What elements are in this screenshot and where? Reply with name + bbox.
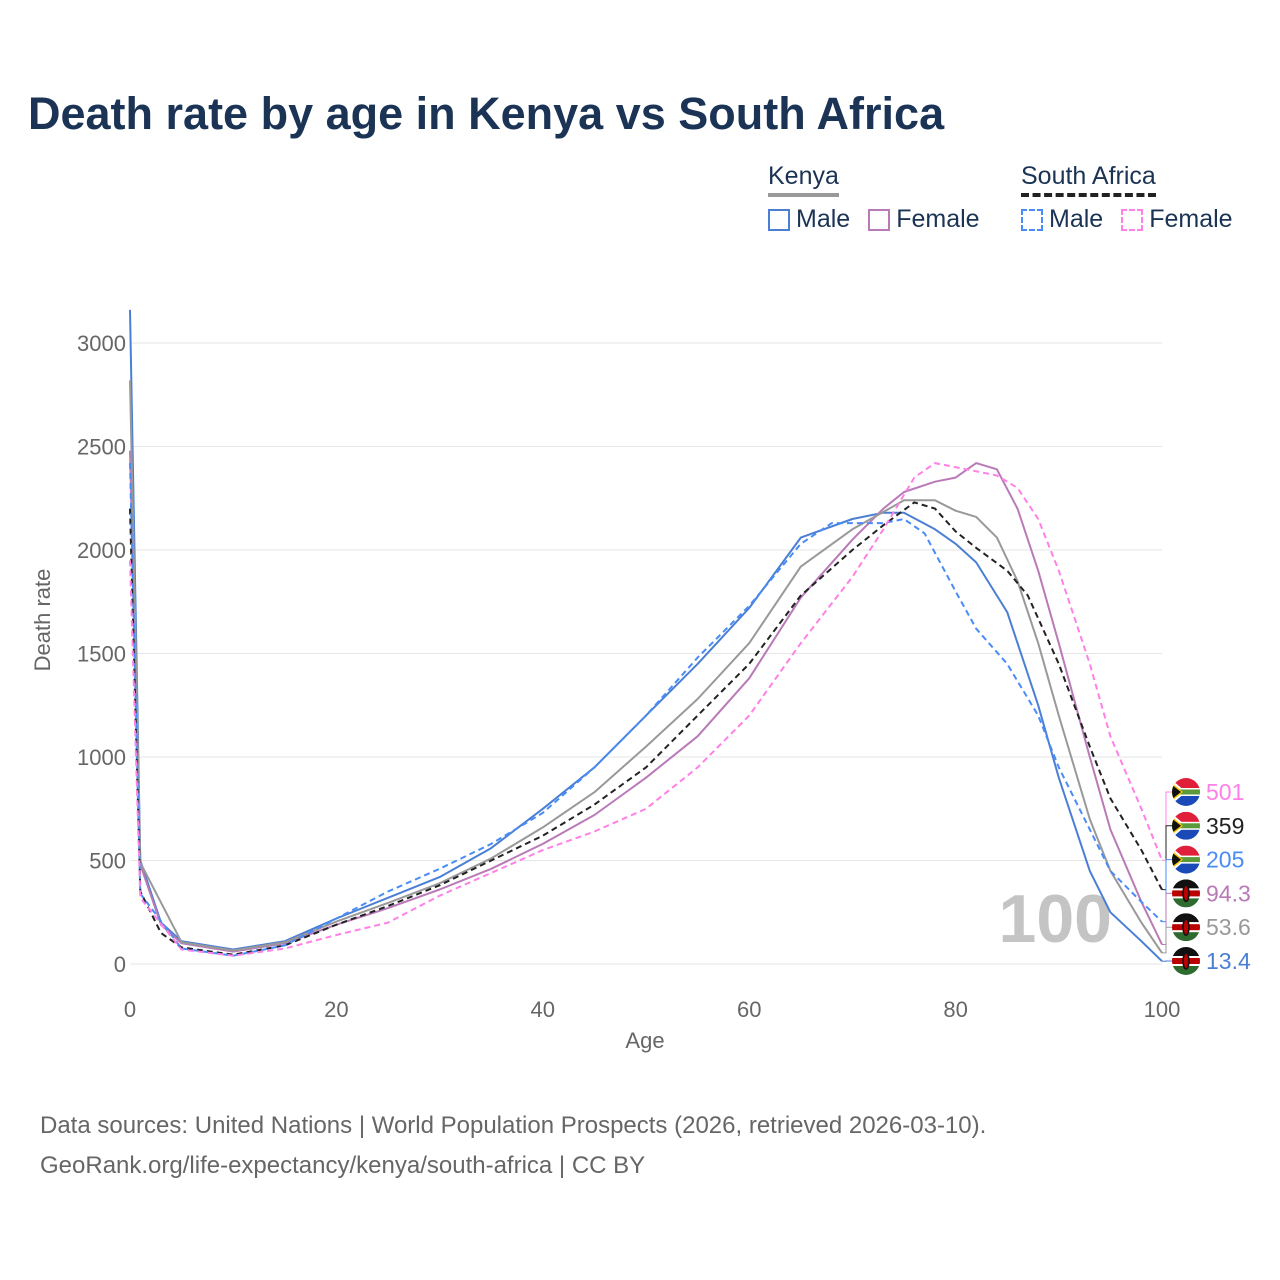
legend-label: Male (796, 205, 851, 233)
south-africa-flag-icon (1172, 778, 1200, 806)
y-tick-label: 500 (89, 849, 126, 874)
label-connector (1162, 825, 1172, 891)
series-line-kenya (129, 380, 1163, 954)
data-source-note: Data sources: United Nations | World Pop… (40, 1112, 987, 1139)
kenya-flag-icon (1172, 913, 1200, 942)
series-line-south-africa (129, 501, 1163, 956)
legend-kenya: Kenya Male Female (768, 162, 980, 234)
x-tick-label: 100 (1144, 997, 1181, 1022)
legend-item-sa-male[interactable]: Male (1021, 205, 1103, 234)
series-line-kenya-male (129, 309, 1163, 962)
label-connector (1162, 859, 1172, 923)
legend-south-africa: South Africa Male Female (1021, 162, 1233, 234)
y-tick-label: 1500 (77, 642, 126, 667)
end-value-label: 53.6 (1206, 914, 1251, 940)
x-tick-label: 20 (324, 997, 348, 1022)
label-connector (1162, 892, 1172, 945)
footer: Data sources: United Nations | World Pop… (40, 1106, 986, 1186)
y-tick-label: 2000 (77, 538, 126, 563)
legend-item-kenya-male[interactable]: Male (768, 205, 850, 234)
y-tick-label: 0 (114, 952, 126, 977)
legend-label: Female (896, 205, 980, 233)
y-tick-label: 1000 (77, 745, 126, 770)
kenya-flag-icon (1172, 879, 1200, 908)
x-tick-label: 60 (737, 997, 761, 1022)
legend-swatch (1121, 208, 1144, 231)
south-africa-flag-icon (1172, 811, 1200, 840)
y-tick-label: 2500 (77, 435, 126, 460)
series-line-kenya-female (129, 450, 1163, 953)
label-connector (1162, 926, 1172, 954)
legend-item-sa-female[interactable]: Female (1121, 205, 1233, 234)
x-tick-label: 80 (943, 997, 967, 1022)
x-axis-label: Age (625, 1028, 664, 1053)
legend-group-title: Kenya (768, 162, 839, 197)
end-value-label: 13.4 (1206, 948, 1251, 974)
legend-swatch (1021, 208, 1043, 231)
chart-title: Death rate by age in Kenya vs South Afri… (28, 88, 945, 139)
end-value-label: 94.3 (1206, 880, 1251, 906)
y-tick-label: 3000 (77, 331, 126, 356)
series-line-south-africa-female (129, 462, 1163, 957)
x-tick-label: 40 (531, 997, 555, 1022)
series-line-south-africa-male (129, 463, 1163, 957)
end-value-label: 205 (1206, 847, 1244, 873)
x-tick-label: 0 (124, 997, 136, 1022)
source-link[interactable]: GeoRank.org/life-expectancy/kenya/south-… (40, 1152, 646, 1179)
legend-label: Female (1149, 205, 1233, 233)
y-axis-label: Death rate (30, 569, 55, 672)
watermark-year: 100 (999, 881, 1112, 957)
legend-swatch (768, 208, 790, 231)
south-africa-flag-icon (1172, 845, 1200, 874)
legend-group-title: South Africa (1021, 162, 1156, 197)
end-value-label: 359 (1206, 813, 1244, 839)
legend-swatch (868, 208, 891, 231)
legend-item-kenya-female[interactable]: Female (868, 205, 980, 234)
end-value-label: 501 (1206, 779, 1244, 805)
kenya-flag-icon (1172, 947, 1200, 975)
legend-label: Male (1049, 205, 1104, 233)
